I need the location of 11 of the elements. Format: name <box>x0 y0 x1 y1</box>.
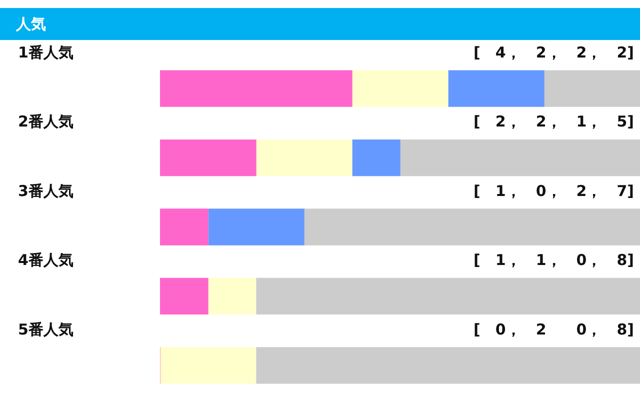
y-tick-label: 1番人気 <box>18 43 74 62</box>
text: 人気 <box>0 8 640 40</box>
y-tick-label: 3番人気 <box>18 182 74 200</box>
annotation: [ 1， 0， 2， 7] <box>474 182 634 200</box>
y-tick-label: 4番人気 <box>18 251 74 270</box>
annotation: [ 1， 1， 0， 8] <box>474 251 634 270</box>
annotation: [ 0， 2 0， 8] <box>474 320 634 338</box>
y-tick-label: 2番人気 <box>18 112 74 131</box>
annotation: [ 4， 2， 2， 2] <box>474 43 634 62</box>
y-tick-label: 5番人気 <box>18 320 74 338</box>
annotation: [ 2， 2， 1， 5] <box>474 112 634 131</box>
